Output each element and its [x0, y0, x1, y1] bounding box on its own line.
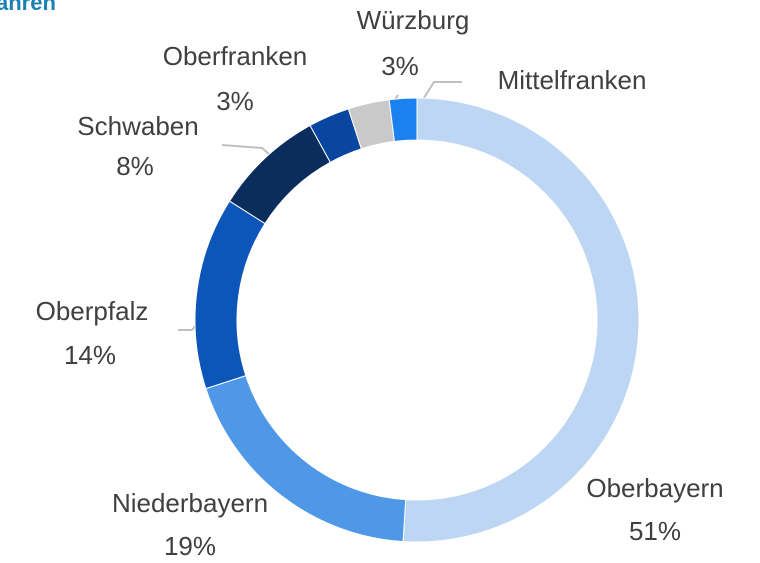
value-label: 14% — [64, 340, 116, 370]
value-label: 19% — [164, 531, 216, 561]
value-label: 51% — [629, 516, 681, 546]
category-label: Mittelfranken — [498, 65, 647, 95]
category-label: Niederbayern — [112, 488, 268, 518]
chart-title: ahren — [0, 0, 56, 15]
donut-segment — [194, 200, 266, 390]
value-label: 3% — [381, 51, 419, 81]
category-label: Oberbayern — [586, 473, 723, 503]
donut-segment — [228, 124, 331, 225]
category-label: Schwaben — [77, 111, 198, 141]
donut-segment — [402, 97, 640, 543]
category-label: Würzburg — [357, 5, 470, 35]
value-label: 8% — [116, 151, 154, 181]
category-label: Oberpfalz — [36, 296, 149, 326]
donut-segment — [388, 97, 418, 142]
value-label: 3% — [216, 86, 254, 116]
category-label: Oberfranken — [163, 41, 308, 71]
